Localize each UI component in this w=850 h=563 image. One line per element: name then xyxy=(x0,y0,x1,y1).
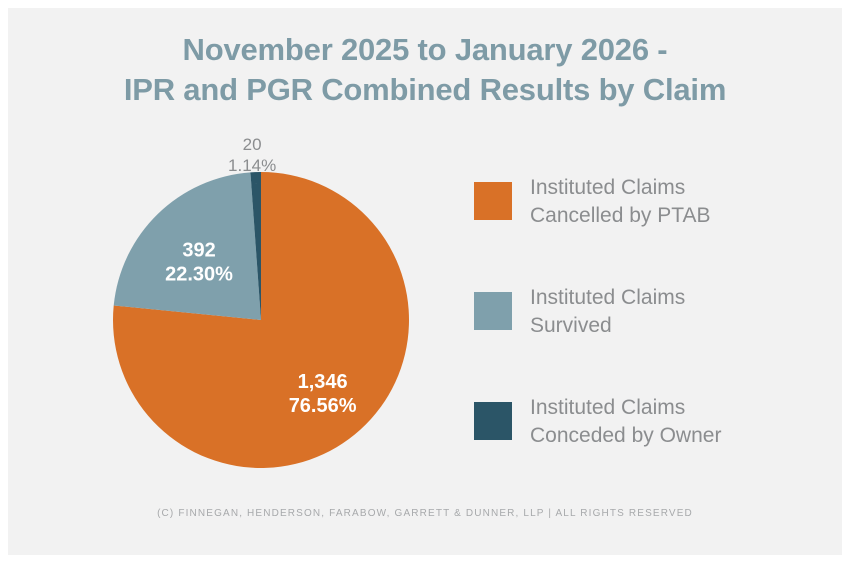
pie-slice-percent-label: 76.56% xyxy=(289,395,357,417)
page-title-line-2: IPR and PGR Combined Results by Claim xyxy=(123,71,727,107)
legend-item-label: Instituted Claims Conceded by Owner xyxy=(530,396,722,447)
legend-item[interactable]: Instituted Claims Conceded by Owner xyxy=(466,394,836,504)
legend-item-label: Instituted Claims Survived xyxy=(530,286,686,337)
page-title-line-1: November 2025 to January 2026 - xyxy=(182,32,668,67)
pie-slice-value-label: 392 xyxy=(182,239,215,261)
legend-item[interactable]: Instituted Claims Cancelled by PTAB xyxy=(466,174,836,284)
legend-item[interactable]: Instituted Claims Survived xyxy=(466,284,836,394)
pie-slice-value-label: 20 xyxy=(243,135,262,154)
slide-canvas: November 2025 to January 2026 - IPR and … xyxy=(8,8,842,555)
chart-legend: Instituted Claims Cancelled by PTAB Insti… xyxy=(466,174,836,504)
page-title: November 2025 to January 2026 - IPR and … xyxy=(8,30,842,109)
pie-slice[interactable] xyxy=(250,172,261,320)
pie-chart: 1,346 76.56% 392 22.30% 20 1.14% xyxy=(8,8,468,555)
legend-color-swatch xyxy=(474,182,512,220)
legend-color-swatch xyxy=(474,402,512,440)
legend-item-label: Instituted Claims Cancelled by PTAB xyxy=(530,176,711,227)
pie-slice[interactable] xyxy=(113,172,261,320)
legend-color-swatch xyxy=(474,292,512,330)
pie-slice-value-label: 1,346 xyxy=(298,371,348,393)
copyright-footer: (c) Finnegan, Henderson, Farabow, Garret… xyxy=(157,508,693,519)
pie-slice-percent-label: 22.30% xyxy=(165,263,233,285)
pie-slice-percent-label: 1.14% xyxy=(228,156,276,175)
